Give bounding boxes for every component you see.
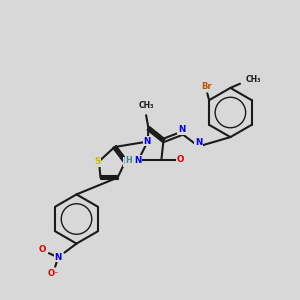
Text: N: N <box>143 136 151 146</box>
Text: N: N <box>54 253 61 262</box>
Text: N: N <box>134 156 142 165</box>
Text: O: O <box>38 245 46 254</box>
Text: O: O <box>176 155 184 164</box>
Text: Br: Br <box>201 82 212 91</box>
Text: O⁻: O⁻ <box>48 269 59 278</box>
Text: N: N <box>195 138 202 147</box>
Text: CH₃: CH₃ <box>138 101 154 110</box>
Text: N: N <box>123 158 130 166</box>
Text: CH₃: CH₃ <box>246 75 262 84</box>
Text: S: S <box>94 157 101 166</box>
Text: N: N <box>178 125 185 134</box>
Text: H: H <box>126 156 132 165</box>
